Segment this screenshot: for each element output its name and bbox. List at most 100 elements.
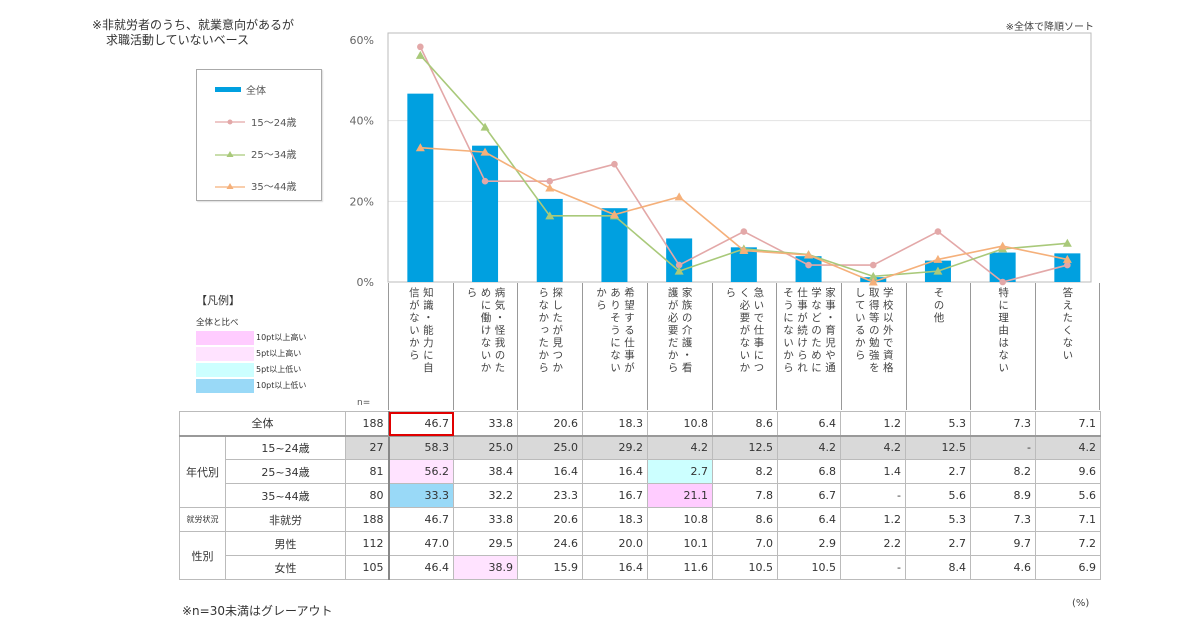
- data-point: [1064, 261, 1071, 269]
- table-cell: 7.1: [1035, 507, 1101, 532]
- line-series-3: [415, 143, 1072, 286]
- data-point: [415, 143, 425, 152]
- table-cell: 24.6: [517, 531, 583, 556]
- table-cell: 7.2: [1035, 531, 1101, 556]
- category-label: 家事・育児や通 学などのために 仕事が続けられ そうにないから: [776, 283, 841, 410]
- table-cell: 8.9: [970, 483, 1036, 508]
- table-cell: 11.6: [647, 555, 713, 580]
- category-label-column: 希望する仕事が: [622, 287, 635, 375]
- data-point: [480, 147, 490, 156]
- table-cell: 5.3: [905, 411, 971, 437]
- category-label-column: から: [594, 287, 607, 312]
- table-cell: 4.2: [777, 435, 841, 460]
- table-cell: 10.5: [777, 555, 841, 580]
- data-table: 全体 188 46.7 33.8 20.6 18.3 10.8 8.6 6.4 1.2 5.3 7.3…: [179, 411, 1101, 580]
- table-cell: 1.2: [840, 507, 906, 532]
- table-cell: 15.9: [517, 555, 583, 580]
- data-point: [674, 192, 684, 201]
- bar: [472, 145, 499, 282]
- triangle-marker-icon: [215, 150, 245, 157]
- legend-label: 全体: [246, 86, 266, 97]
- bar: [601, 208, 628, 282]
- data-point: [545, 211, 555, 220]
- table-cell: 7.8: [712, 483, 778, 508]
- table-cell: 33.3: [388, 483, 454, 508]
- data-point: [998, 241, 1008, 250]
- line-series-2: [415, 50, 1072, 280]
- sample-size: 188: [345, 507, 390, 532]
- table-cell: 47.0: [388, 531, 454, 556]
- legend-item-35-44: 35～44歳: [215, 178, 296, 193]
- table-cell: -: [840, 483, 906, 508]
- table-row: 女性 105 46.4 38.9 15.9 16.4 11.6 10.5 10.5-8.4 4.6…: [180, 555, 1101, 580]
- data-point: [805, 261, 812, 269]
- sample-size: 112: [345, 531, 390, 556]
- base-note: ※非就労者のうち、就業意向があるが 求職活動していないベース: [92, 18, 294, 48]
- table-row: 性別 男性 112 47.0 29.5 24.6 20.0 10.1 7.0 2.9 2.2 2.7 9…: [179, 531, 1101, 580]
- table-cell: 25.0: [453, 435, 518, 460]
- category-label-column: ありそうにない: [608, 287, 621, 375]
- data-point: [934, 228, 942, 235]
- legend-item-25-34: 25～34歳: [215, 146, 296, 161]
- table-cell: 16.4: [582, 555, 648, 580]
- row-label: 15~24歳: [225, 435, 346, 460]
- category-label-column: 探したが見つか: [551, 287, 564, 375]
- row-group-label: 年代別: [179, 435, 226, 508]
- table-cell: 8.6: [712, 411, 778, 437]
- category-label-column: しているから: [853, 287, 866, 362]
- bar-swatch: [215, 87, 241, 92]
- n-label: n=: [357, 398, 371, 408]
- category-label-column: 護が必要だから: [666, 287, 679, 375]
- table-cell: 29.5: [453, 531, 518, 556]
- data-point: [674, 266, 684, 275]
- circle-marker-icon: [215, 119, 245, 124]
- table-cell: 10.8: [647, 411, 713, 437]
- table-cell: 18.3: [582, 411, 648, 437]
- table-cell: -: [840, 555, 906, 580]
- sample-size: 105: [345, 555, 390, 580]
- category-label-column: ら: [465, 287, 478, 300]
- series-line: [419, 54, 1068, 278]
- category-label-column: 学校以外で資格: [881, 287, 894, 375]
- category-label-column: 答えたくない: [1061, 287, 1074, 362]
- table-cell: 18.3: [582, 507, 648, 532]
- data-point: [804, 250, 814, 259]
- table-cell: 4.2: [1035, 435, 1101, 460]
- table-cell: 5.6: [1035, 483, 1101, 508]
- table-cell: 4.2: [647, 435, 713, 460]
- data-point: [1062, 254, 1072, 263]
- category-label-column: ら: [724, 287, 737, 300]
- table-cell: 10.8: [647, 507, 713, 532]
- legend-label: 35～44歳: [251, 182, 297, 193]
- data-point: [415, 50, 425, 59]
- data-point: [417, 43, 424, 51]
- category-label-column: そうにないから: [782, 287, 795, 375]
- base-note-line2: 求職活動していないベース: [106, 33, 250, 47]
- highlight-swatch: [196, 363, 254, 377]
- sample-size: 81: [345, 459, 390, 484]
- category-label-column: 知識・能力に自: [421, 287, 434, 375]
- table-cell: 9.7: [970, 531, 1036, 556]
- category-label: 希望する仕事が ありそうにない から: [582, 283, 647, 410]
- category-label-column: 病気・怪我のた: [493, 287, 506, 375]
- legend-label: 15～24歳: [251, 118, 297, 129]
- gridlines: [388, 120, 1091, 202]
- table-cell: 8.4: [905, 555, 971, 580]
- row-label: 25~34歳: [225, 459, 346, 484]
- unit-label: (%): [1072, 598, 1090, 609]
- table-cell: 6.9: [1035, 555, 1101, 580]
- footer-note: ※n=30未満はグレーアウト: [182, 604, 333, 618]
- table-row: 25~34歳 81 56.2 38.4 16.4 16.4 2.7 8.2 6.8 1.4 2.7 8…: [180, 459, 1101, 484]
- sample-size: 188: [345, 411, 390, 437]
- data-point: [480, 122, 490, 131]
- y-tick-label: 0%: [357, 276, 374, 289]
- chart-legend: 全体 15～24歳 25～34歳 35～44歳: [196, 69, 322, 201]
- y-tick-label: 40%: [350, 115, 374, 128]
- table-cell: 46.7: [388, 411, 454, 437]
- table-cell: 6.8: [777, 459, 841, 484]
- table-cell: 7.3: [970, 411, 1036, 437]
- table-cell: 2.7: [905, 459, 971, 484]
- bar: [989, 252, 1016, 282]
- table-cell: 1.2: [840, 411, 906, 437]
- data-point: [739, 246, 749, 255]
